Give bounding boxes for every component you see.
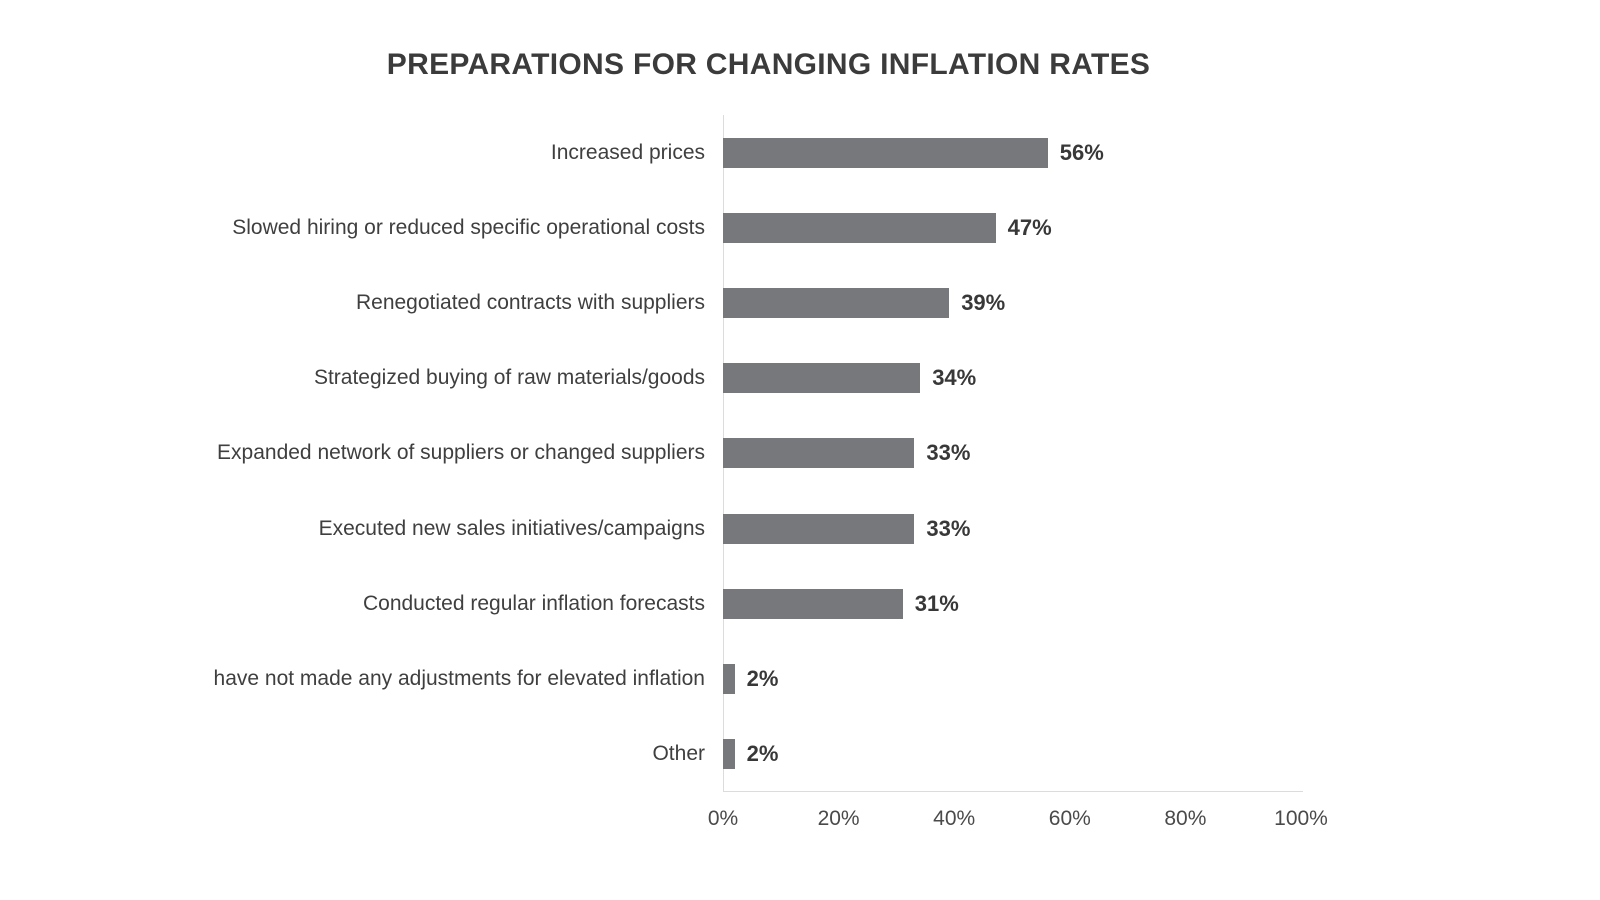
- bar: [723, 438, 915, 469]
- bar-row: Executed new sales initiatives/campaigns…: [190, 491, 1303, 566]
- category-label: Slowed hiring or reduced specific operat…: [232, 215, 705, 239]
- x-axis-tick-label: 60%: [1048, 807, 1091, 830]
- value-label: 47%: [1007, 214, 1052, 240]
- category-label: Executed new sales initiatives/campaigns: [318, 516, 705, 540]
- bar-rows: Increased prices 56% Slowed hiring or redu…: [190, 115, 1303, 792]
- x-axis-ticks: 0% 20% 40% 60% 80% 100%: [708, 807, 1328, 837]
- bar-row: Increased prices 56%: [190, 115, 1303, 190]
- bar: [723, 288, 950, 319]
- x-axis-tick-label: 20%: [817, 807, 860, 830]
- bar: [723, 212, 996, 243]
- value-label: 2%: [746, 741, 779, 767]
- bar-track: 47%: [723, 212, 1303, 243]
- bar-row: Conducted regular inflation forecasts 31%: [190, 566, 1303, 641]
- bar-row: Renegotiated contracts with suppliers 39%: [190, 265, 1303, 340]
- bar: [723, 739, 735, 770]
- bar-track: 2%: [723, 739, 1303, 770]
- value-label: 2%: [746, 666, 779, 692]
- bar-track: 56%: [723, 137, 1303, 168]
- bar-track: 39%: [723, 288, 1303, 319]
- bar: [723, 588, 903, 619]
- bar: [723, 137, 1048, 168]
- category-label: Strategized buying of raw materials/good…: [313, 366, 705, 390]
- category-label: Conducted regular inflation forecasts: [362, 591, 705, 615]
- value-label: 31%: [914, 590, 959, 616]
- bar-track: 33%: [723, 513, 1303, 544]
- bar: [723, 363, 921, 394]
- x-axis-tick-label: 100%: [1274, 807, 1328, 830]
- x-axis-tick-label: 40%: [933, 807, 976, 830]
- category-label: Expanded network of suppliers or changed…: [217, 441, 705, 465]
- value-label: 33%: [926, 515, 971, 541]
- value-label: 56%: [1059, 139, 1104, 165]
- category-label: Other: [652, 742, 705, 766]
- x-axis-tick-label: 80%: [1164, 807, 1207, 830]
- bar-row: Expanded network of suppliers or changed…: [190, 416, 1303, 491]
- value-label: 33%: [926, 440, 971, 466]
- bar-track: 31%: [723, 588, 1303, 619]
- plot-area: Increased prices 56% Slowed hiring or redu…: [190, 115, 1350, 830]
- bar-row: Other 2%: [190, 717, 1303, 792]
- x-axis-line: [723, 791, 1303, 792]
- value-label: 34%: [932, 365, 977, 391]
- bar-track: 2%: [723, 664, 1303, 695]
- value-label: 39%: [961, 290, 1006, 316]
- bar: [723, 513, 915, 544]
- category-label: Increased prices: [550, 140, 705, 164]
- category-label: have not made any adjustments for elevat…: [213, 667, 705, 691]
- category-label: Renegotiated contracts with suppliers: [355, 291, 705, 315]
- bar-row: have not made any adjustments for elevat…: [190, 642, 1303, 717]
- bar-row: Strategized buying of raw materials/good…: [190, 341, 1303, 416]
- bar-track: 33%: [723, 438, 1303, 469]
- bar-track: 34%: [723, 363, 1303, 394]
- bar-row: Slowed hiring or reduced specific operat…: [190, 190, 1303, 265]
- bar: [723, 664, 735, 695]
- x-axis-tick-label: 0%: [707, 807, 739, 830]
- chart-title: PREPARATIONS FOR CHANGING INFLATION RATE…: [386, 48, 1151, 81]
